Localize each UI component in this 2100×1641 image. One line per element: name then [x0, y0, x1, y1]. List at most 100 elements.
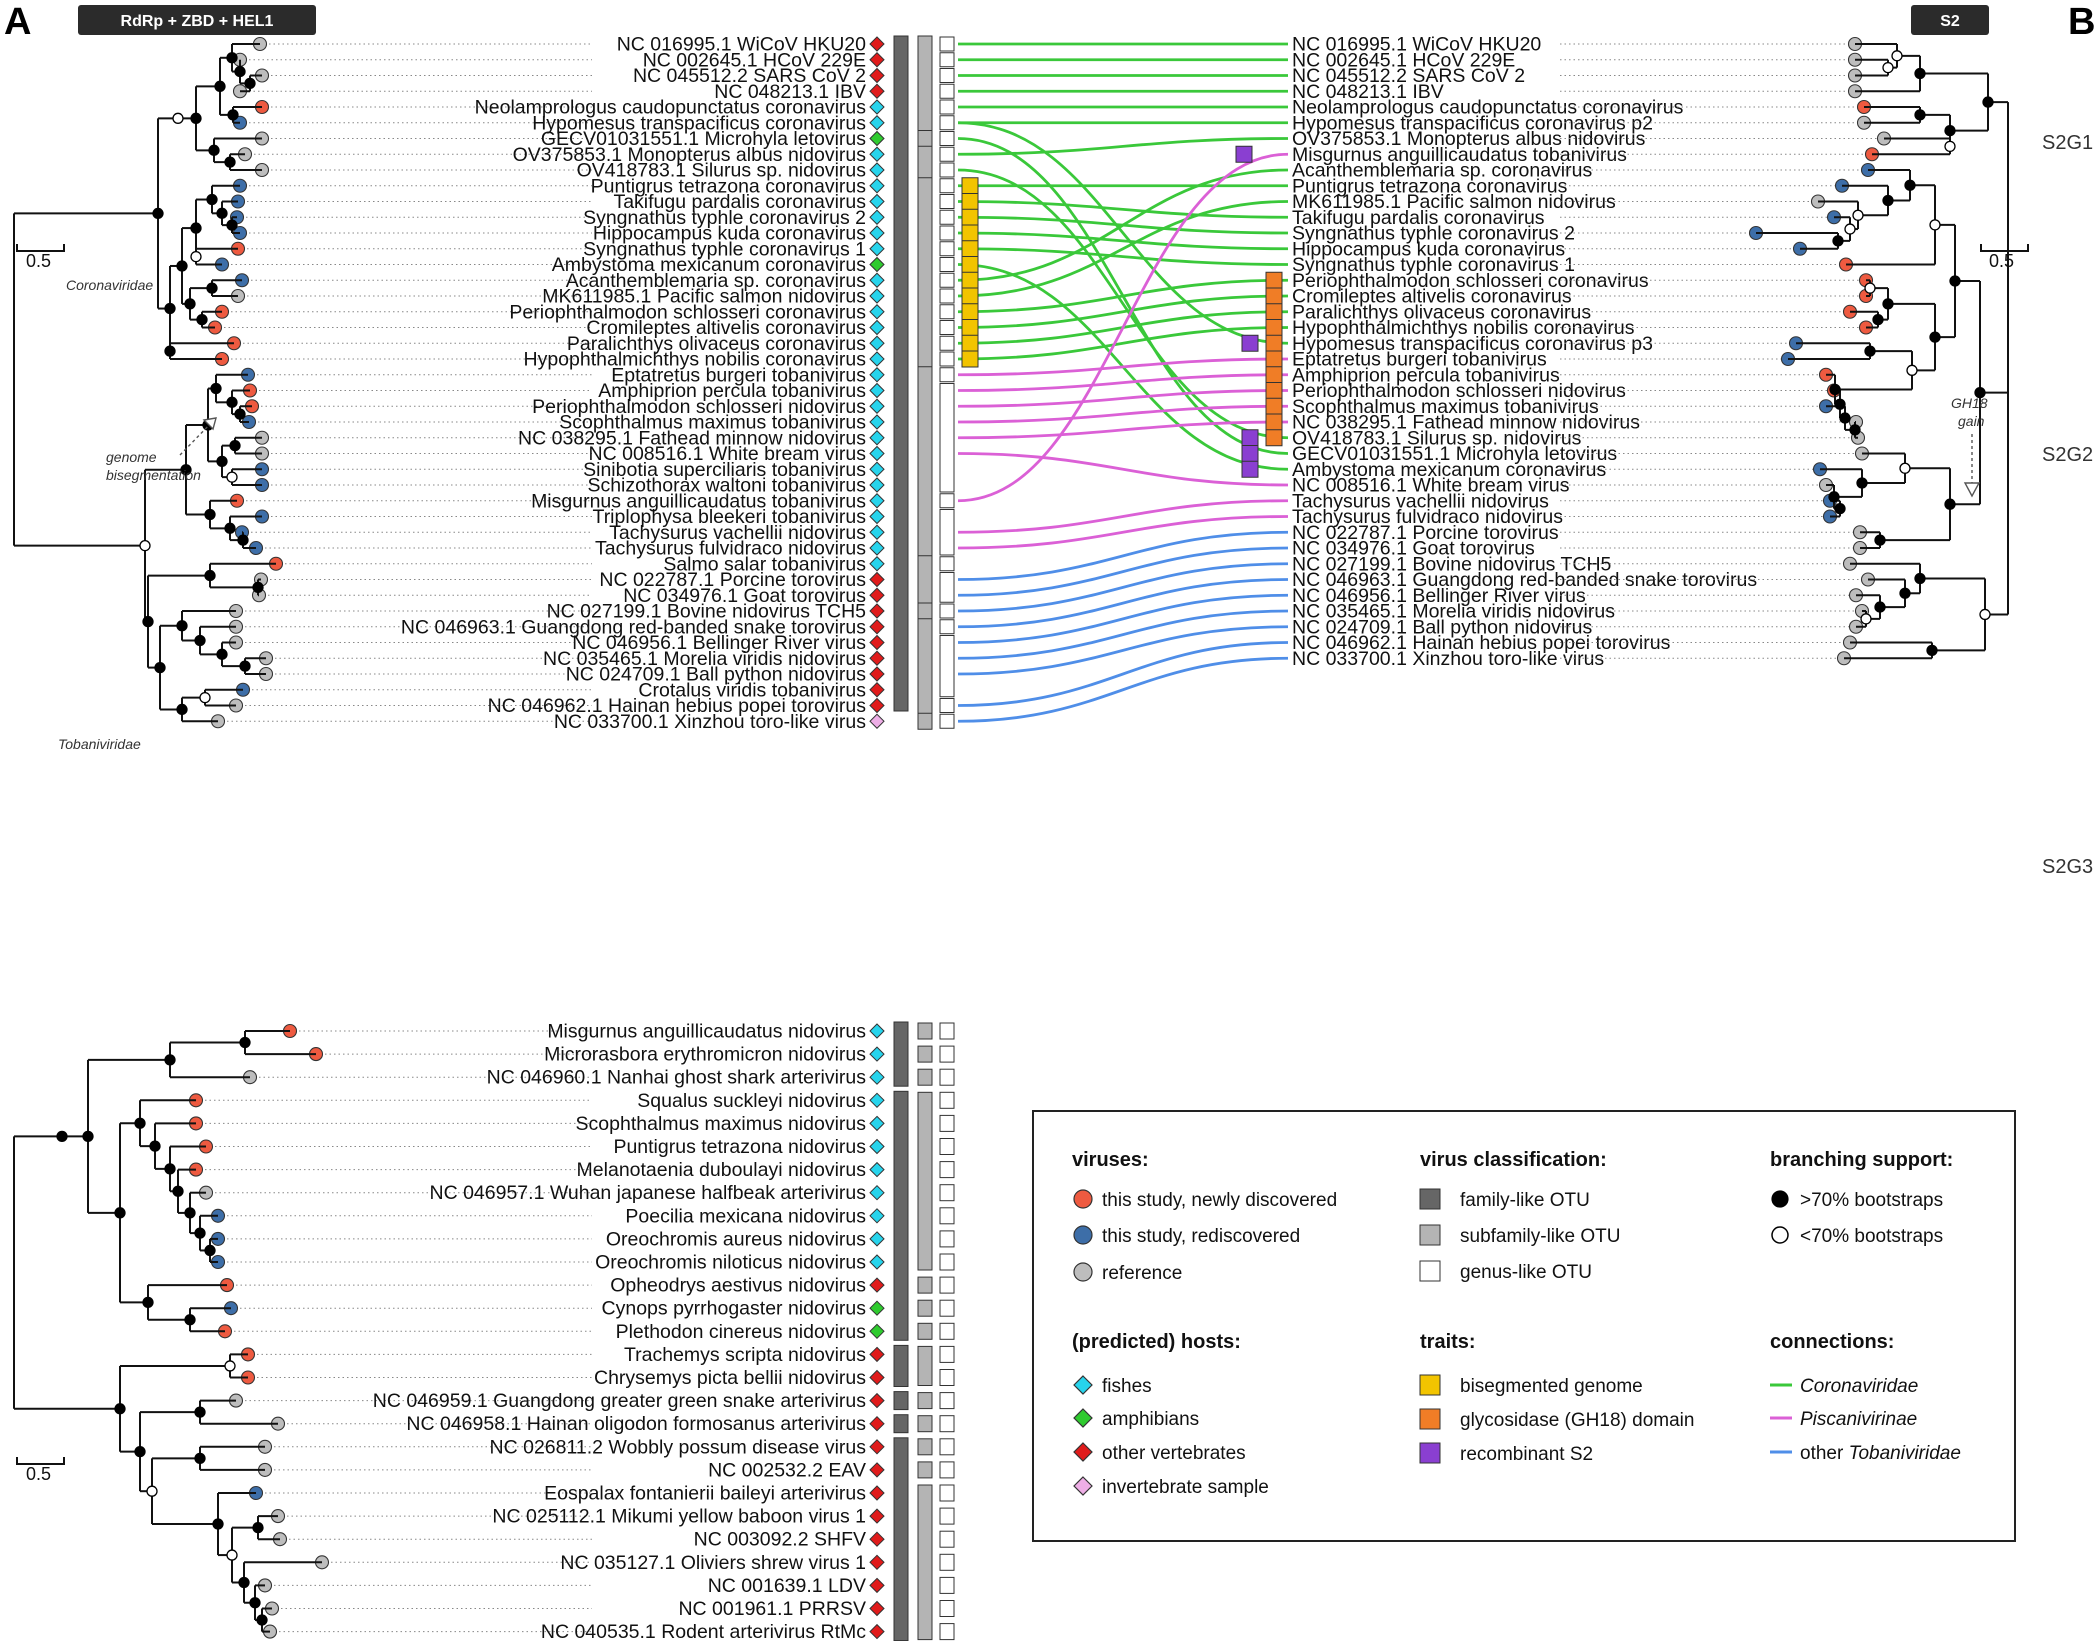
right-gh18-marker [1265, 319, 1283, 336]
left-high-support-node [216, 455, 228, 468]
right-low-support-node [1864, 282, 1876, 294]
left-host-marker-fish [869, 225, 885, 241]
right-high-support-node [1874, 601, 1886, 613]
left-tip-label: NC 002645.1 HCoV 229E [643, 49, 866, 71]
left-tip-label: NC 027199.1 Bovine nidovirus TCH5 [547, 601, 867, 623]
right-tip-label: Cromileptes altivelis coronavirus [1292, 286, 1572, 308]
left-high-support-node [244, 77, 256, 90]
left-tip-label: NC 008516.1 White bream virus [589, 443, 867, 465]
right-tip-label: NC 002645.1 HCoV 229E [1292, 49, 1515, 71]
bottom-genus-otu-box [939, 1530, 955, 1548]
connection-coronaviridae [957, 200, 1289, 298]
left-high-support-node [164, 302, 176, 315]
bottom-genus-otu-box [939, 1253, 955, 1271]
right-tip-label: Hypophthalmichthys nobilis coronavirus [1292, 317, 1635, 339]
legend-gh18-marker [1419, 1408, 1441, 1430]
connection-other-tobaniviridae [957, 656, 1289, 723]
left-bisegmented-marker [961, 224, 979, 242]
left-high-support-node [206, 193, 218, 206]
bottom-low-support-node [146, 1485, 158, 1497]
right-high-support-node [1949, 275, 1961, 287]
left-subfamily-otu-bar [917, 555, 933, 604]
left-tip-label: Hippocampus kuda coronavirus [593, 223, 866, 245]
left-bisegmented-marker [961, 287, 979, 305]
bottom-subfamily-otu-bar [917, 1484, 933, 1641]
left-high-support-node [234, 408, 246, 420]
left-scale-label: 0.5 [26, 251, 51, 271]
right-high-support-node [1882, 298, 1894, 310]
bottom-subfamily-otu-bar [917, 1091, 933, 1271]
left-high-support-node [229, 439, 241, 452]
left-bisegmented-marker [961, 319, 979, 336]
legend-bisegmented-marker [1419, 1374, 1441, 1396]
connection-other-tobaniviridae [957, 593, 1289, 644]
legend-family-otu-marker [1419, 1188, 1441, 1210]
bottom-high-support-node [249, 1597, 261, 1609]
left-host-marker-other-vertebrate [869, 666, 885, 682]
left-tip-label: Tachysurus vachellii nidovirus [609, 522, 866, 544]
bottom-host-marker-other-vertebrate [869, 1277, 885, 1293]
left-tip-label: OV418783.1 Silurus sp. nidovirus [577, 160, 867, 182]
right-scale-label: 0.5 [1989, 251, 2014, 271]
right-high-support-node [1874, 534, 1886, 546]
bottom-genus-otu-box [939, 1230, 955, 1248]
bottom-genus-otu-box [939, 1461, 955, 1479]
left-genus-otu-box [939, 99, 955, 115]
left-bisegmented-marker [961, 303, 979, 321]
connection-other-tobaniviridae [957, 641, 1289, 707]
left-genus-otu-box [939, 572, 955, 603]
legend-subfamily-otu: subfamily-like OTU [1460, 1226, 1620, 1247]
legend-host-invertebrate: invertebrate sample [1102, 1477, 1269, 1498]
right-high-support-node [1864, 345, 1876, 357]
legend-other-vertebrate-marker [1073, 1442, 1093, 1462]
right-tip-label: Scophthalmus maximus tobanivirus [1292, 396, 1599, 418]
left-host-marker-other-vertebrate [869, 571, 885, 588]
left-tip-label: Triplophysa bleekeri tobanivirus [593, 506, 867, 528]
bottom-host-marker-fish [869, 1184, 885, 1201]
left-tip-label: Hypomesus transpacificus coronavirus [532, 112, 866, 134]
right-recombinant-marker [1235, 145, 1253, 163]
left-high-support-node [196, 313, 208, 326]
left-genus-otu-box [939, 178, 955, 194]
left-host-marker-other-vertebrate [869, 52, 885, 68]
connection-piscanivirinae [957, 515, 1289, 550]
left-tip-label: OV375853.1 Monopterus albus nidovirus [513, 144, 867, 166]
connection-coronaviridae [957, 231, 1289, 251]
bottom-tip-label: Opheodrys aestivus nidovirus [610, 1275, 866, 1297]
bottom-tip-label: Scophthalmus maximus nidovirus [576, 1113, 867, 1135]
right-high-support-node [1856, 477, 1868, 489]
right-tip-label: NC 034976.1 Goat torovirus [1292, 538, 1535, 560]
left-genus-otu-box [939, 36, 955, 52]
right-tip-label: NC 027199.1 Bovine nidovirus TCH5 [1292, 553, 1612, 575]
bottom-genus-otu-box [939, 1068, 955, 1086]
right-low-support-node [1852, 209, 1864, 221]
right-tip-label: NC 045512.2 SARS CoV 2 [1292, 65, 1525, 87]
right-gh18-marker [1265, 397, 1283, 415]
left-tip-label: Crotalus viridis tobanivirus [638, 679, 866, 701]
left-bisegmented-marker [961, 350, 979, 368]
legend-virus-rediscovered: this study, rediscovered [1102, 1226, 1300, 1247]
left-genus-otu-box [939, 52, 955, 68]
left-host-marker-fish [869, 209, 885, 225]
left-genus-otu-box [939, 713, 955, 729]
right-gh18-marker [1265, 334, 1283, 352]
bottom-tip-label: Cynops pyrrhogaster nidovirus [602, 1298, 867, 1320]
bottom-genus-otu-box [939, 1138, 955, 1155]
bottom-tip-label: Microrasbora erythromicron nidovirus [544, 1044, 866, 1066]
legend-recombinant-marker [1419, 1442, 1441, 1464]
left-genus-otu-box [939, 635, 955, 698]
left-host-marker-fish [869, 162, 885, 178]
left-host-marker-fish [869, 99, 885, 115]
left-genus-otu-box [939, 194, 955, 209]
bottom-host-marker-fish [869, 1023, 885, 1039]
bottom-tip-label: NC 046958.1 Hainan oligodon formosanus a… [406, 1413, 866, 1435]
legend-hosts-title: (predicted) hosts: [1072, 1331, 1241, 1353]
left-high-support-node [190, 112, 202, 124]
bottom-genus-otu-box [939, 1600, 955, 1617]
right-tip-label: Hypomesus transpacificus coronavirus p2 [1292, 112, 1653, 134]
left-host-marker-other-vertebrate [869, 619, 885, 635]
left-host-marker-fish [869, 398, 885, 414]
bottom-low-support-node [226, 1549, 238, 1561]
right-low-support-node [1929, 219, 1941, 231]
left-tip-label: NC 024709.1 Ball python nidovirus [566, 664, 867, 686]
